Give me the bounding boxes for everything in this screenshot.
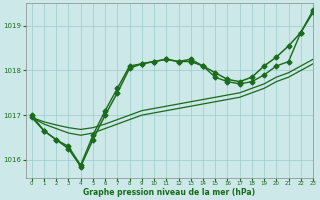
X-axis label: Graphe pression niveau de la mer (hPa): Graphe pression niveau de la mer (hPa) [83, 188, 255, 197]
